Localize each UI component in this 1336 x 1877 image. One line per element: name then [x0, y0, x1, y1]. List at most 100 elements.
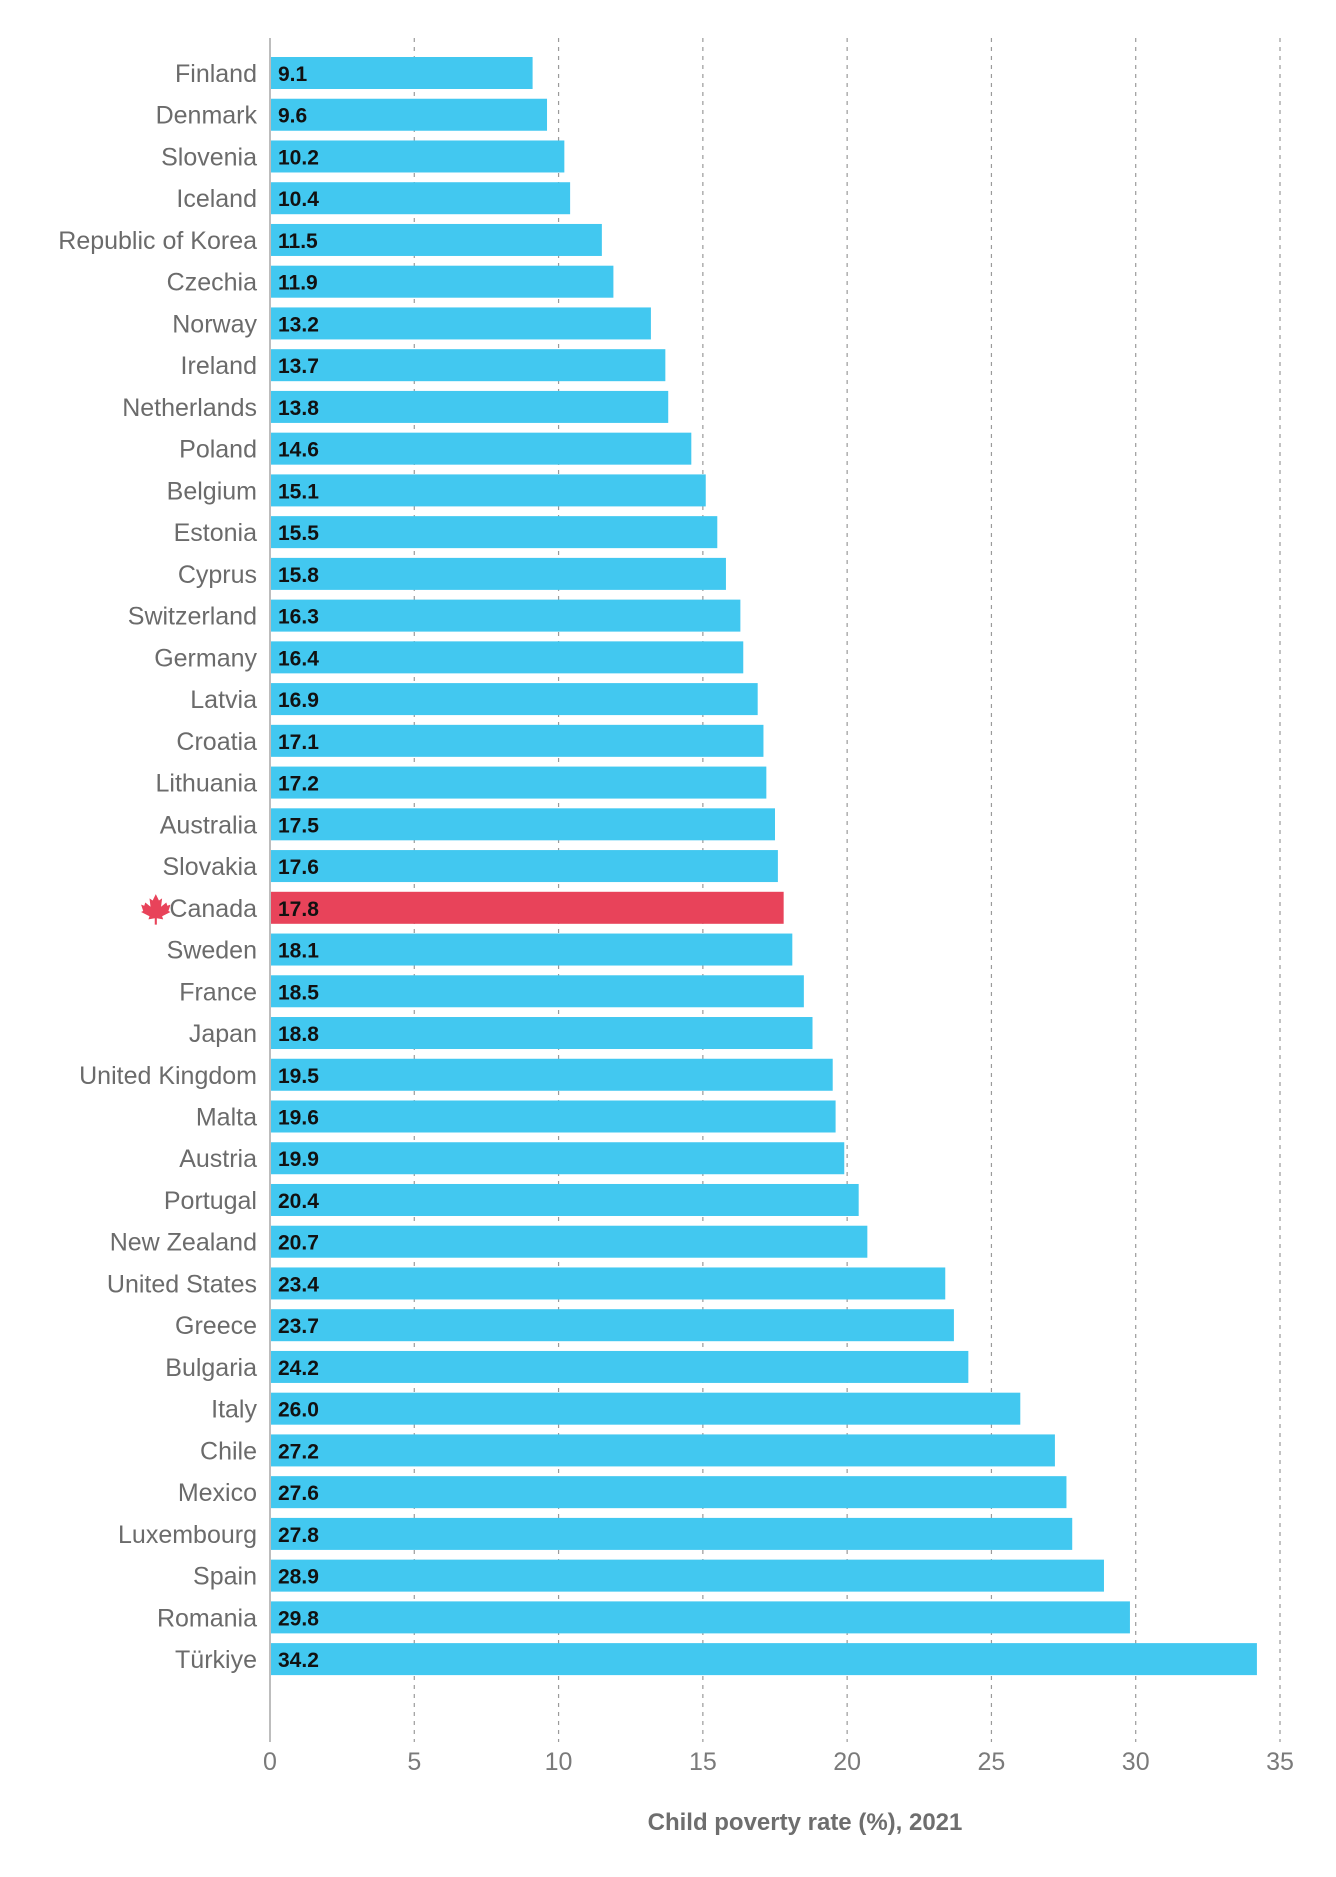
bar-row: Finland 9.1	[175, 57, 533, 89]
bar-row: Sweden 18.1	[167, 933, 793, 966]
value-label: 27.8	[278, 1524, 319, 1547]
value-label: 28.9	[278, 1566, 319, 1589]
value-label: 17.1	[278, 731, 319, 754]
maple-leaf-icon	[141, 894, 171, 925]
value-label: 17.8	[278, 898, 319, 921]
bar-row: Bulgaria 24.2	[165, 1350, 969, 1383]
x-axis-title: Child poverty rate (%), 2021	[648, 1809, 963, 1836]
value-label: 17.2	[278, 773, 319, 796]
bar-row: Iceland 10.4	[176, 182, 571, 215]
bar-row: Republic of Korea 11.5	[58, 223, 602, 256]
bars: Finland 9.1 Denmark 9.6 Slovenia 10.2 Iceland 1…	[58, 57, 1257, 1676]
value-label: 27.2	[278, 1440, 319, 1463]
bar-row: Spain 28.9	[193, 1559, 1104, 1592]
value-label: 17.6	[278, 856, 319, 879]
bar	[271, 766, 767, 799]
bar	[271, 599, 741, 632]
category-label: Spain	[193, 1563, 257, 1591]
bar-row: Lithuania 17.2	[156, 766, 767, 799]
x-tick-label: 35	[1266, 1748, 1294, 1776]
bar	[271, 307, 651, 340]
category-label: Belgium	[167, 477, 257, 505]
x-tick-label: 20	[833, 1748, 861, 1776]
bar-row: United States 23.4	[107, 1267, 946, 1300]
category-label: Ireland	[181, 352, 257, 380]
bar-row: Belgium 15.1	[167, 474, 706, 507]
category-label: Denmark	[156, 102, 258, 130]
value-label: 16.9	[278, 689, 319, 712]
category-label: United Kingdom	[79, 1062, 257, 1090]
bar	[271, 1058, 833, 1091]
value-label: 11.9	[278, 272, 318, 295]
bar-row: Japan 18.8	[189, 1017, 813, 1050]
value-label: 10.2	[278, 146, 319, 169]
category-label: Australia	[160, 811, 257, 839]
value-label: 9.6	[278, 105, 307, 128]
value-label: 10.4	[278, 188, 319, 211]
category-label: Slovenia	[161, 143, 257, 171]
bar-row: Netherlands 13.8	[122, 390, 669, 423]
category-label: Germany	[154, 644, 257, 672]
bar	[271, 182, 571, 215]
value-label: 23.7	[278, 1315, 319, 1338]
bar-row: United Kingdom 19.5	[79, 1058, 833, 1091]
category-label: Iceland	[176, 185, 257, 213]
category-label: Bulgaria	[165, 1354, 257, 1382]
category-label: United States	[107, 1270, 257, 1298]
bar-row: Chile 27.2	[200, 1434, 1055, 1467]
bar	[271, 1559, 1104, 1592]
bar-row: Mexico 27.6	[178, 1476, 1067, 1509]
category-label: Portugal	[164, 1187, 257, 1215]
category-label: Slovakia	[163, 853, 258, 881]
bar	[271, 1476, 1067, 1509]
bar	[271, 1142, 845, 1175]
bar	[271, 390, 669, 423]
bar	[271, 98, 548, 131]
bar	[271, 724, 764, 757]
bar	[271, 1517, 1073, 1550]
bar	[271, 1017, 813, 1050]
value-label: 20.7	[278, 1232, 319, 1255]
x-tick-label: 30	[1122, 1748, 1150, 1776]
x-tick-label: 15	[689, 1748, 717, 1776]
bar-row: Latvia 16.9	[190, 683, 758, 716]
bar	[271, 140, 565, 173]
value-label: 17.5	[278, 814, 319, 837]
bar	[271, 1225, 868, 1258]
bar	[271, 1350, 969, 1383]
bar	[271, 349, 666, 382]
bar-highlight	[271, 891, 784, 924]
bar	[271, 1392, 1021, 1425]
category-label: Malta	[196, 1104, 257, 1132]
bar-row: Greece 23.7	[175, 1309, 954, 1342]
category-label: Norway	[172, 310, 257, 338]
category-label: Poland	[179, 436, 257, 464]
bar-row: Romania 29.8	[157, 1601, 1130, 1634]
x-tick-label: 25	[978, 1748, 1006, 1776]
category-label: Romania	[157, 1604, 257, 1632]
bar-row: Croatia 17.1	[176, 724, 764, 757]
value-label: 19.6	[278, 1107, 319, 1130]
bar-row: Portugal 20.4	[164, 1183, 859, 1216]
x-tick-label: 5	[407, 1748, 421, 1776]
value-label: 27.6	[278, 1482, 319, 1505]
category-label: Latvia	[190, 686, 257, 714]
category-label: Canada	[169, 895, 257, 923]
value-label: 19.5	[278, 1065, 319, 1088]
bar-row: Ireland 13.7	[181, 349, 666, 382]
x-axis-ticks: 0 5 10 15 20 25 30 35	[263, 1748, 1294, 1776]
category-label: Estonia	[174, 519, 257, 547]
category-label: Lithuania	[156, 770, 258, 798]
bar	[271, 1267, 946, 1300]
category-label: Austria	[179, 1145, 257, 1173]
value-label: 15.1	[278, 480, 319, 503]
x-tick-label: 10	[545, 1748, 573, 1776]
value-label: 24.2	[278, 1357, 319, 1380]
value-label: 13.2	[278, 313, 319, 336]
bar	[271, 516, 718, 549]
category-label: Switzerland	[128, 603, 257, 631]
bar	[271, 683, 758, 716]
bar-row: Slovenia 10.2	[161, 140, 565, 173]
category-label: Sweden	[167, 937, 257, 965]
